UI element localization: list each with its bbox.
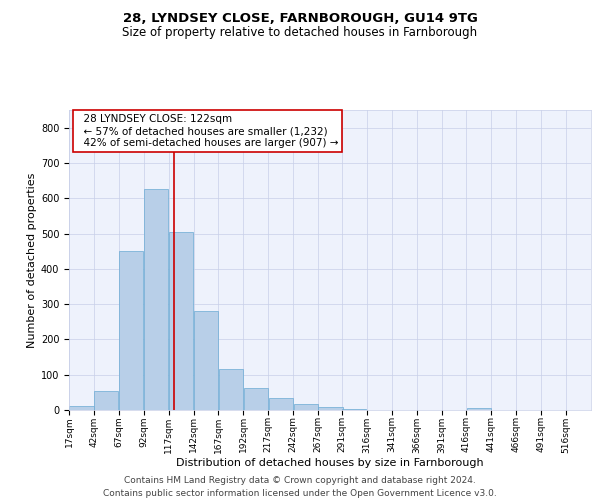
Bar — [194, 311, 218, 410]
Bar — [70, 406, 94, 410]
Bar — [293, 404, 317, 410]
Bar — [343, 409, 367, 410]
Bar — [244, 388, 268, 410]
Text: Size of property relative to detached houses in Farnborough: Size of property relative to detached ho… — [122, 26, 478, 39]
Bar — [319, 407, 343, 410]
Text: 28 LYNDSEY CLOSE: 122sqm
  ← 57% of detached houses are smaller (1,232)
  42% of: 28 LYNDSEY CLOSE: 122sqm ← 57% of detach… — [77, 114, 338, 148]
Bar — [119, 251, 143, 410]
Bar — [94, 390, 118, 410]
Bar — [144, 190, 168, 410]
Bar — [219, 370, 243, 410]
Bar — [269, 398, 293, 410]
Bar — [467, 408, 491, 410]
Y-axis label: Number of detached properties: Number of detached properties — [26, 172, 37, 348]
X-axis label: Distribution of detached houses by size in Farnborough: Distribution of detached houses by size … — [176, 458, 484, 468]
Bar — [169, 232, 193, 410]
Text: Contains HM Land Registry data © Crown copyright and database right 2024.
Contai: Contains HM Land Registry data © Crown c… — [103, 476, 497, 498]
Text: 28, LYNDSEY CLOSE, FARNBOROUGH, GU14 9TG: 28, LYNDSEY CLOSE, FARNBOROUGH, GU14 9TG — [122, 12, 478, 26]
